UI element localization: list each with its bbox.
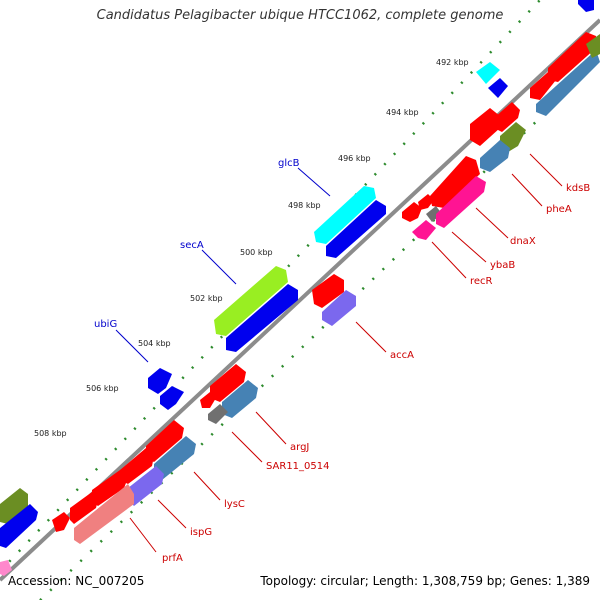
cds-feature[interactable]	[494, 102, 520, 132]
cds-feature[interactable]	[476, 62, 500, 84]
cds-feature[interactable]	[0, 488, 28, 524]
cds-feature[interactable]	[548, 32, 596, 82]
cds-feature[interactable]	[412, 220, 436, 240]
cds-feature[interactable]	[70, 492, 98, 524]
tick-label: 494 kbp	[386, 108, 419, 117]
gene-label-argJ[interactable]: argJ	[290, 442, 309, 453]
cds-feature[interactable]	[0, 504, 38, 548]
accA-cds-feature[interactable]	[312, 274, 344, 308]
map-title: Candidatus Pelagibacter ubique HTCC1062,…	[96, 8, 504, 23]
label-leader-line	[511, 173, 543, 207]
tick-label: 492 kbp	[436, 58, 469, 67]
accession-label: Accession: NC_007205	[8, 574, 145, 588]
genome-summary: Topology: circular; Length: 1,308,759 bp…	[260, 574, 590, 588]
gene-label-glcB[interactable]: glcB	[278, 158, 300, 169]
label-leader-line	[157, 499, 187, 529]
cds-feature[interactable]	[418, 194, 434, 210]
tick-label: 498 kbp	[288, 201, 321, 210]
gene-label-ybaB[interactable]: ybaB	[490, 260, 515, 271]
tick-label: 508 kbp	[34, 429, 67, 438]
cds-feature[interactable]	[470, 108, 500, 146]
gene-label-secA[interactable]: secA	[180, 240, 204, 251]
gene-label-accA[interactable]: accA	[390, 350, 414, 361]
cds-feature[interactable]	[488, 78, 508, 98]
cds-feature[interactable]	[146, 420, 184, 462]
ubiG-cds-feature[interactable]	[148, 368, 172, 394]
gene-label-prfA[interactable]: prfA	[162, 553, 183, 564]
forward-strand-features	[0, 0, 600, 548]
cds-feature[interactable]	[578, 0, 594, 12]
dnaX-cds-feature[interactable]	[430, 156, 480, 208]
forward-gene-labels: glcB secA ubiG	[94, 158, 331, 363]
cds-feature[interactable]	[436, 176, 486, 228]
cds-feature[interactable]	[426, 206, 442, 222]
ispG-cds-feature[interactable]	[128, 466, 164, 506]
tick-label: 506 kbp	[86, 384, 119, 393]
label-leader-line	[231, 431, 263, 463]
gene-label-SAR11-0514[interactable]: SAR11_0514	[266, 461, 330, 472]
cds-feature[interactable]	[200, 392, 216, 408]
label-leader-line	[297, 167, 331, 197]
gene-label-lysC[interactable]: lysC	[224, 499, 245, 510]
gene-label-ubiG[interactable]: ubiG	[94, 319, 117, 330]
tick-label: 500 kbp	[240, 248, 273, 257]
label-leader-line	[255, 411, 287, 445]
label-leader-line	[129, 517, 157, 553]
gene-label-dnaX[interactable]: dnaX	[510, 236, 536, 247]
gene-label-ispG[interactable]: ispG	[190, 527, 212, 538]
cds-feature[interactable]	[0, 560, 12, 576]
SAR11-0514-cds-feature[interactable]	[208, 404, 228, 424]
tick-label: 504 kbp	[138, 339, 171, 348]
cds-feature[interactable]	[500, 122, 526, 152]
cds-feature[interactable]	[222, 380, 258, 418]
label-leader-line	[115, 329, 149, 363]
cds-feature[interactable]	[326, 200, 386, 258]
label-leader-line	[451, 231, 487, 263]
gene-label-recR[interactable]: recR	[470, 276, 493, 287]
label-leader-line	[475, 207, 509, 239]
reverse-gene-labels: kdsB pheA dnaX ybaB recR accA argJ SAR11…	[129, 153, 590, 564]
gene-label-pheA[interactable]: pheA	[546, 204, 572, 215]
cds-feature[interactable]	[52, 512, 70, 532]
label-leader-line	[201, 249, 237, 285]
label-leader-line	[355, 321, 387, 353]
secA-cds-feature[interactable]	[214, 266, 288, 336]
prfA-cds-feature[interactable]	[74, 484, 134, 544]
cds-feature[interactable]	[480, 140, 510, 172]
cds-feature[interactable]	[120, 448, 154, 484]
label-leader-line	[431, 241, 467, 279]
lysC-cds-feature[interactable]	[154, 436, 196, 480]
tick-label: 496 kbp	[338, 154, 371, 163]
glcB-cds-feature[interactable]	[314, 186, 376, 244]
gene-label-kdsB[interactable]: kdsB	[566, 183, 590, 194]
cds-feature[interactable]	[530, 72, 556, 100]
label-leader-line	[529, 153, 563, 187]
cds-feature[interactable]	[536, 50, 600, 116]
cds-feature[interactable]	[322, 290, 356, 326]
cds-feature[interactable]	[586, 34, 600, 58]
cds-feature[interactable]	[402, 202, 422, 222]
reverse-strand-features	[0, 102, 526, 576]
tick-label: 502 kbp	[190, 294, 223, 303]
cds-feature[interactable]	[92, 470, 128, 506]
argJ-cds-feature[interactable]	[210, 364, 246, 402]
label-leader-line	[193, 471, 221, 501]
cds-feature[interactable]	[226, 284, 298, 352]
ruler-ticks: 492 kbp 494 kbp 496 kbp 498 kbp 500 kbp …	[34, 58, 469, 438]
cds-feature[interactable]	[160, 386, 184, 410]
